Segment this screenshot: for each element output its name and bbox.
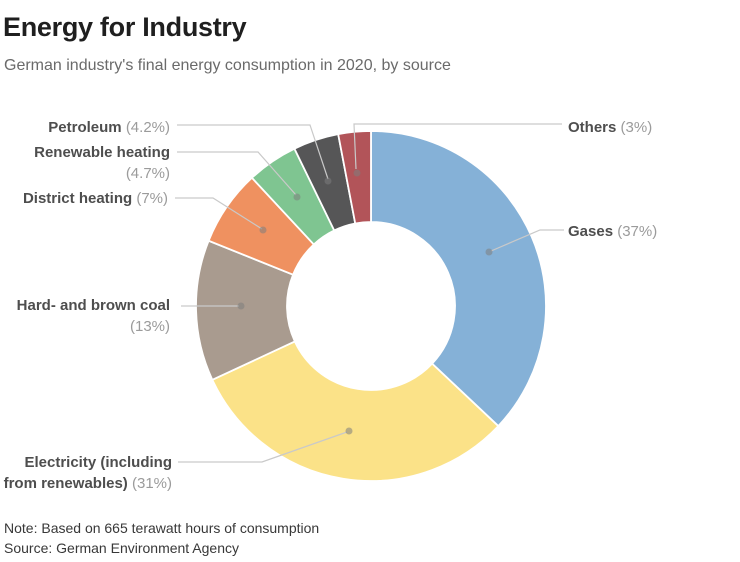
leader-lines	[175, 123, 564, 463]
label-petroleum: Petroleum (4.2%)	[48, 117, 170, 138]
label-coal-name: Hard- and brown coal	[16, 297, 170, 314]
label-renewable-heating: Renewable heating (4.7%)	[20, 142, 170, 184]
segment-gases	[370, 130, 547, 428]
segment-others	[337, 130, 372, 225]
label-renewable-heating-name: Renewable heating	[34, 144, 170, 161]
label-district-heating: District heating (7%)	[23, 188, 168, 209]
label-electricity-name: Electricity (including from renewables)	[3, 454, 172, 492]
leader-petroleum	[177, 124, 332, 185]
label-gases-pct: (37%)	[617, 223, 658, 240]
label-coal: Hard- and brown coal (13%)	[8, 295, 170, 337]
label-district-heating-pct: (7%)	[136, 190, 168, 207]
label-renewable-heating-pct: (4.7%)	[125, 165, 170, 182]
leader-electricity	[178, 427, 353, 463]
label-others-pct: (3%)	[620, 119, 653, 136]
label-petroleum-pct: (4.2%)	[125, 119, 170, 136]
label-gases-name: Gases	[568, 223, 614, 240]
chart-note: Note: Based on 665 terawatt hours of con…	[4, 520, 320, 536]
label-petroleum-name: Petroleum	[48, 119, 122, 136]
leader-district-heating	[175, 197, 267, 234]
leader-coal	[181, 302, 245, 310]
segment-electricity-including-from-renewables	[211, 340, 500, 482]
label-electricity: Electricity (including from renewables) …	[0, 452, 172, 494]
leader-renewable-heating	[177, 151, 301, 201]
label-gases: Gases (37%)	[568, 221, 657, 242]
page-subtitle: German industry's final energy consumpti…	[4, 57, 451, 74]
page-title: Energy for Industry	[3, 12, 247, 42]
label-others-name: Others	[568, 119, 617, 136]
label-coal-pct: (13%)	[129, 318, 170, 335]
donut-segments	[195, 130, 547, 482]
leader-others	[353, 123, 562, 177]
leader-gases	[485, 229, 564, 256]
label-district-heating-name: District heating	[22, 190, 133, 207]
label-others: Others (3%)	[568, 117, 652, 138]
label-electricity-pct: (31%)	[131, 475, 172, 492]
chart-source: Source: German Environment Agency	[4, 540, 240, 556]
